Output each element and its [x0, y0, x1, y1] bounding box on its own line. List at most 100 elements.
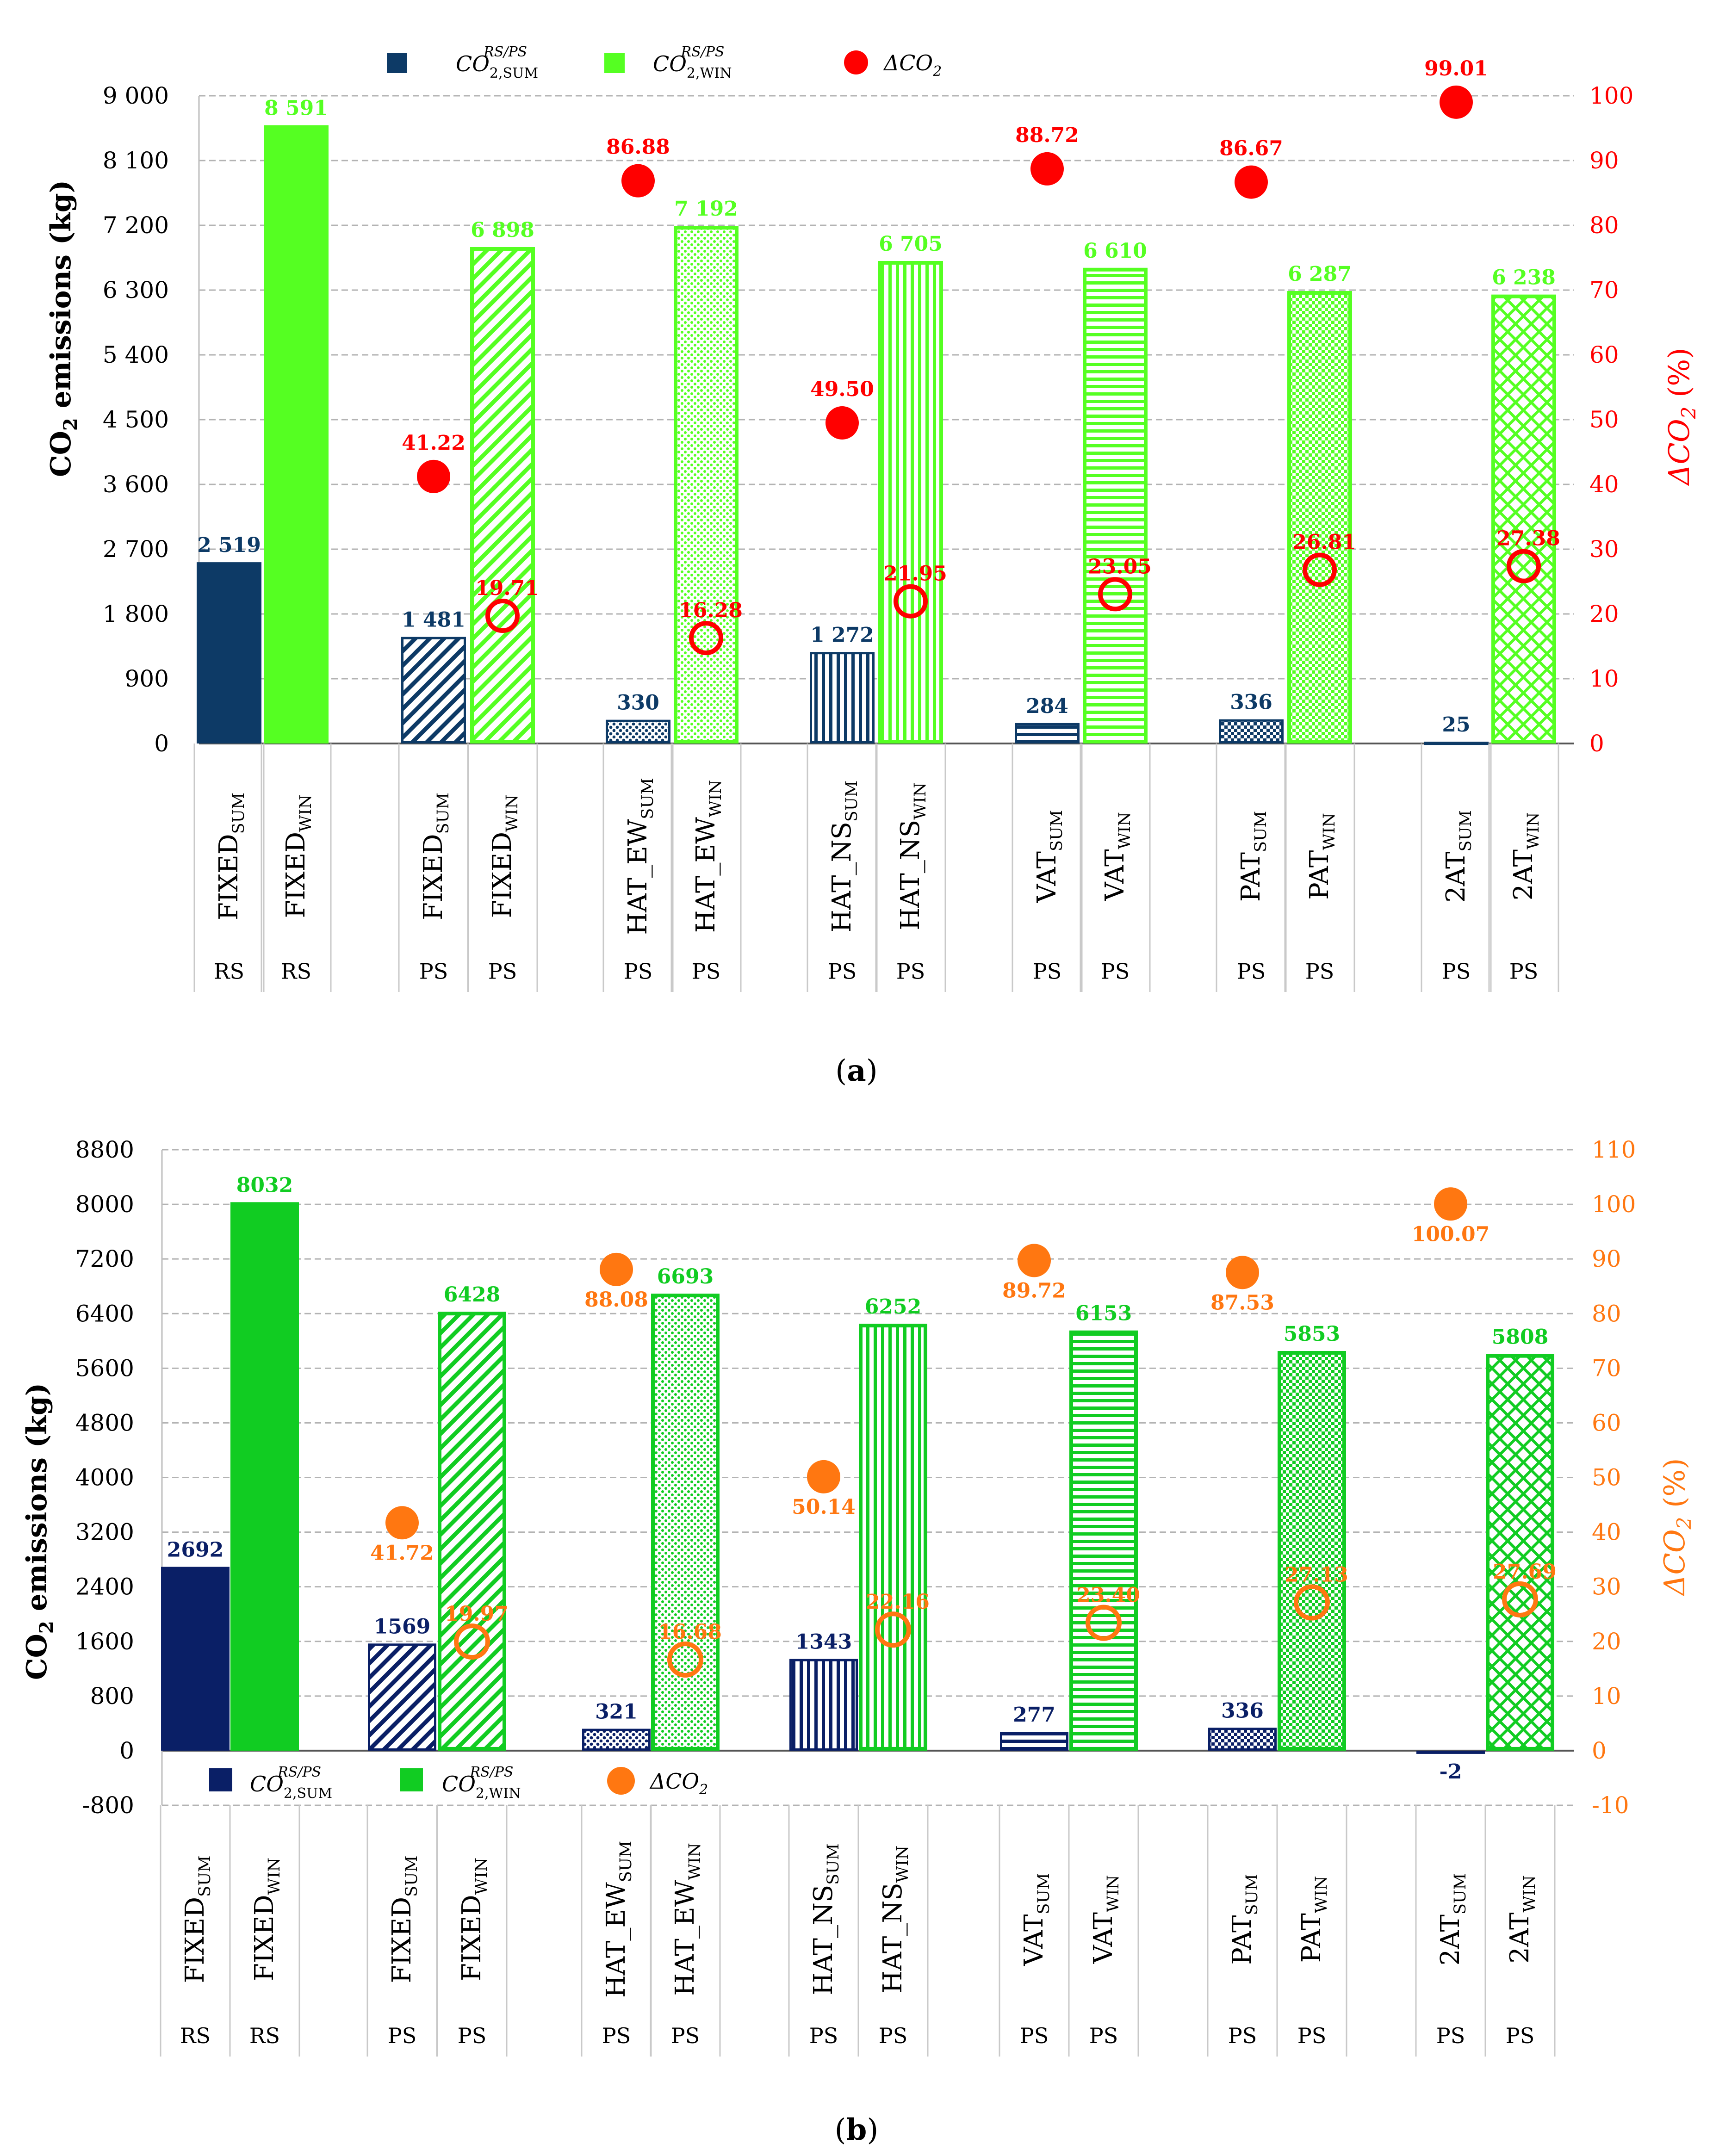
delta-marker-filled [1018, 1244, 1051, 1277]
category-subscript: SUM [196, 1856, 214, 1897]
bar-win-5 [674, 226, 739, 744]
delta-label: 19.71 [475, 576, 539, 600]
category-base: VAT [1032, 851, 1062, 903]
bar-win-1 [264, 125, 329, 744]
y2-tick-label: 80 [1592, 1300, 1621, 1327]
y2-tick-label: 10 [1589, 665, 1619, 692]
category-label: FIXEDWIN [281, 794, 315, 918]
y2-tick-label: 0 [1592, 1737, 1607, 1764]
bar-sum-10 [1208, 1728, 1277, 1751]
y-tick-label: 800 [90, 1683, 134, 1710]
y-tick-label: 8 100 [103, 147, 169, 174]
y-tick-label: 6 300 [103, 277, 169, 304]
delta-label: 16.28 [679, 599, 743, 622]
data-label-win-5: 6693 [657, 1265, 714, 1289]
legend-label-sum-a: CO2,SUMRS/PS [456, 44, 538, 81]
bar-win-11 [1287, 291, 1352, 743]
scenario-label: PS [1101, 959, 1130, 984]
y2-tick-label: 20 [1589, 601, 1619, 627]
category-subscript: SUM [1035, 1873, 1053, 1914]
category-subscript: WIN [1521, 1875, 1539, 1912]
category-label: VATSUM [1032, 810, 1066, 904]
y-axis-title-a: CO2 emissions (kg) [45, 180, 81, 477]
category-label: FIXEDSUM [387, 1856, 421, 1983]
bar-sum-0 [161, 1567, 230, 1751]
data-label-win-11: 6 287 [1288, 262, 1352, 286]
legend-marker-delta-a [844, 50, 868, 74]
delta-marker-hollow [689, 621, 723, 656]
legend-label-delta-b: ΔCO2 [649, 1769, 708, 1798]
category-base: 2AT [1508, 849, 1539, 900]
scenario-label: PS [1297, 2023, 1326, 2048]
delta-marker-hollow [1294, 1584, 1330, 1621]
data-label-sum-12: -2 [1440, 1760, 1462, 1784]
delta-label: 19.97 [445, 1602, 509, 1626]
y2-tick-label: 70 [1589, 277, 1619, 304]
delta-marker-filled [1235, 165, 1268, 199]
bar-sum-2 [368, 1643, 436, 1751]
category-label: HAT_EWSUM [623, 778, 657, 935]
delta-label: 99.01 [1424, 57, 1488, 81]
category-subscript: SUM [1451, 1873, 1470, 1914]
data-label-sum-2: 1569 [374, 1615, 430, 1638]
category-label: 2ATWIN [1505, 1875, 1539, 1964]
data-label-sum-0: 2 519 [197, 533, 261, 557]
category-subscript: SUM [824, 1843, 843, 1884]
bar-sum-10 [1219, 719, 1284, 743]
delta-markers-a: 41.22 19.71 86.88 16.28 49.50 21.95 88.72 23.05… [402, 57, 1560, 656]
bar-win-7 [878, 261, 943, 743]
category-subscript: WIN [472, 1858, 491, 1895]
category-base: HAT_EW [623, 819, 653, 935]
delta-label: 50.14 [792, 1495, 856, 1519]
bar-win-11 [1278, 1351, 1346, 1751]
bar-win-13 [1491, 294, 1556, 743]
bar-win-13 [1486, 1354, 1554, 1751]
delta-marker-filled [807, 1460, 840, 1493]
category-base: FIXED [214, 834, 244, 920]
category-label: FIXEDSUM [214, 793, 248, 920]
scenario-label: PS [1506, 2023, 1534, 2048]
y-tick-label: -800 [82, 1792, 134, 1819]
category-label: FIXEDWIN [487, 794, 521, 918]
category-base: PAT [1297, 1913, 1327, 1963]
y2-tick-label: 30 [1589, 536, 1619, 563]
y-tick-label: 7200 [75, 1245, 134, 1272]
delta-marker-hollow [1303, 552, 1337, 587]
bar-sum-12 [1424, 742, 1489, 745]
bar-sum-0 [197, 562, 261, 743]
legend-b: CO2,SUMRS/PS CO2,WINRS/PS ΔCO2 [209, 1764, 708, 1802]
legend-label-delta-a: ΔCO2 [883, 50, 942, 80]
data-label-win-3: 6 898 [471, 218, 534, 242]
scenario-label: PS [896, 959, 925, 984]
category-table-b: FIXEDSUMRSFIXEDWINRSFIXEDSUMPSFIXEDWINPS… [160, 1805, 1556, 2057]
category-subscript: SUM [434, 793, 453, 834]
category-subscript: SUM [617, 1841, 635, 1882]
legend-label-sum-b: CO2,SUMRS/PS [250, 1764, 332, 1802]
y-tick-label: 3200 [75, 1519, 134, 1546]
category-subscript: SUM [639, 778, 657, 819]
data-label-sum-0: 2692 [167, 1538, 223, 1562]
category-label: PATWIN [1297, 1876, 1331, 1963]
scenario-label: RS [180, 2023, 211, 2048]
data-label-win-5: 7 192 [674, 197, 738, 221]
y-tick-label: 4800 [75, 1409, 134, 1436]
scenario-label: PS [1442, 959, 1471, 984]
scenario-label: PS [458, 2023, 486, 2048]
data-label-sum-10: 336 [1230, 691, 1272, 714]
scenario-label: PS [809, 2023, 838, 2048]
category-subscript: SUM [1252, 811, 1270, 852]
category-label: HAT_EWSUM [601, 1841, 635, 1998]
data-label-sum-8: 284 [1026, 694, 1068, 718]
y2-tick-label: 60 [1589, 341, 1619, 368]
category-subscript: WIN [686, 1843, 704, 1880]
delta-marker-hollow [894, 584, 928, 619]
data-label-win-3: 6428 [444, 1283, 500, 1307]
scenario-label: PS [1033, 959, 1061, 984]
delta-marker-hollow [875, 1611, 911, 1648]
scenario-label: PS [419, 959, 448, 984]
y2-tick-label: 70 [1592, 1355, 1621, 1382]
category-subscript: WIN [707, 780, 725, 817]
scenario-label: PS [1436, 2023, 1465, 2048]
delta-marker-hollow [667, 1641, 703, 1678]
category-label: VATWIN [1088, 1875, 1123, 1964]
